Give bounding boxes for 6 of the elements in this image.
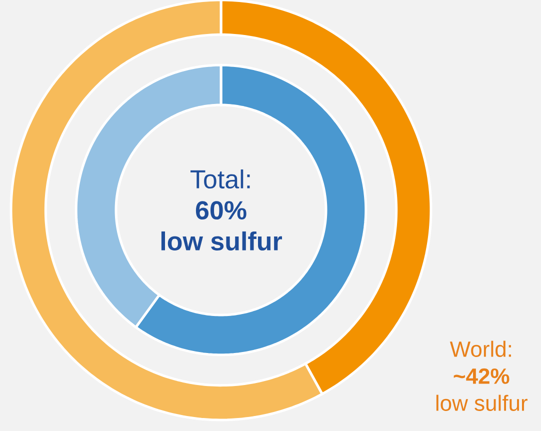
text: 60%: [196, 201, 246, 220]
text: low sulfur: [436, 394, 528, 411]
text: Total:: [190, 169, 250, 189]
text: ~42%: [454, 368, 510, 384]
text: low sulfur: [161, 231, 282, 251]
text: World:: [450, 340, 511, 357]
